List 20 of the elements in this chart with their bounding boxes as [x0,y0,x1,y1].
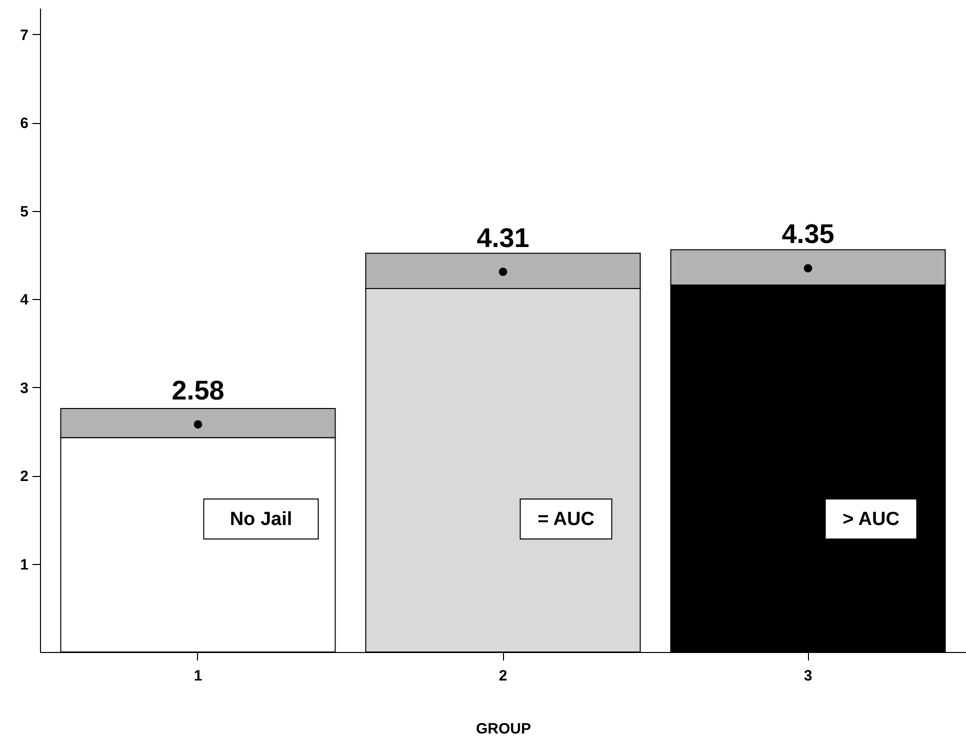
x-axis-title: GROUP [476,720,532,738]
y-tick-label: 3 [20,380,28,397]
data-label: 4.31 [476,222,530,253]
point [194,420,202,429]
y-tick-label: 4 [20,292,30,309]
point [804,264,812,272]
y-tick-label: 6 [20,115,28,132]
annotation: = AUC [538,509,595,530]
x-tick-label: 3 [804,668,812,684]
annotation: > AUC [842,509,900,530]
annotation: No Jail [230,509,292,530]
y-tick-label: 2 [20,468,28,486]
x-tick-label: 1 [194,668,202,684]
y-tick-label: 1 [20,556,28,574]
data-label: 2.58 [172,375,224,406]
y-tick-label: 7 [20,26,28,44]
data-label: 4.35 [782,219,834,250]
point [498,268,508,276]
y-tick-label: 5 [20,203,28,220]
x-tick-label: 2 [498,668,508,684]
